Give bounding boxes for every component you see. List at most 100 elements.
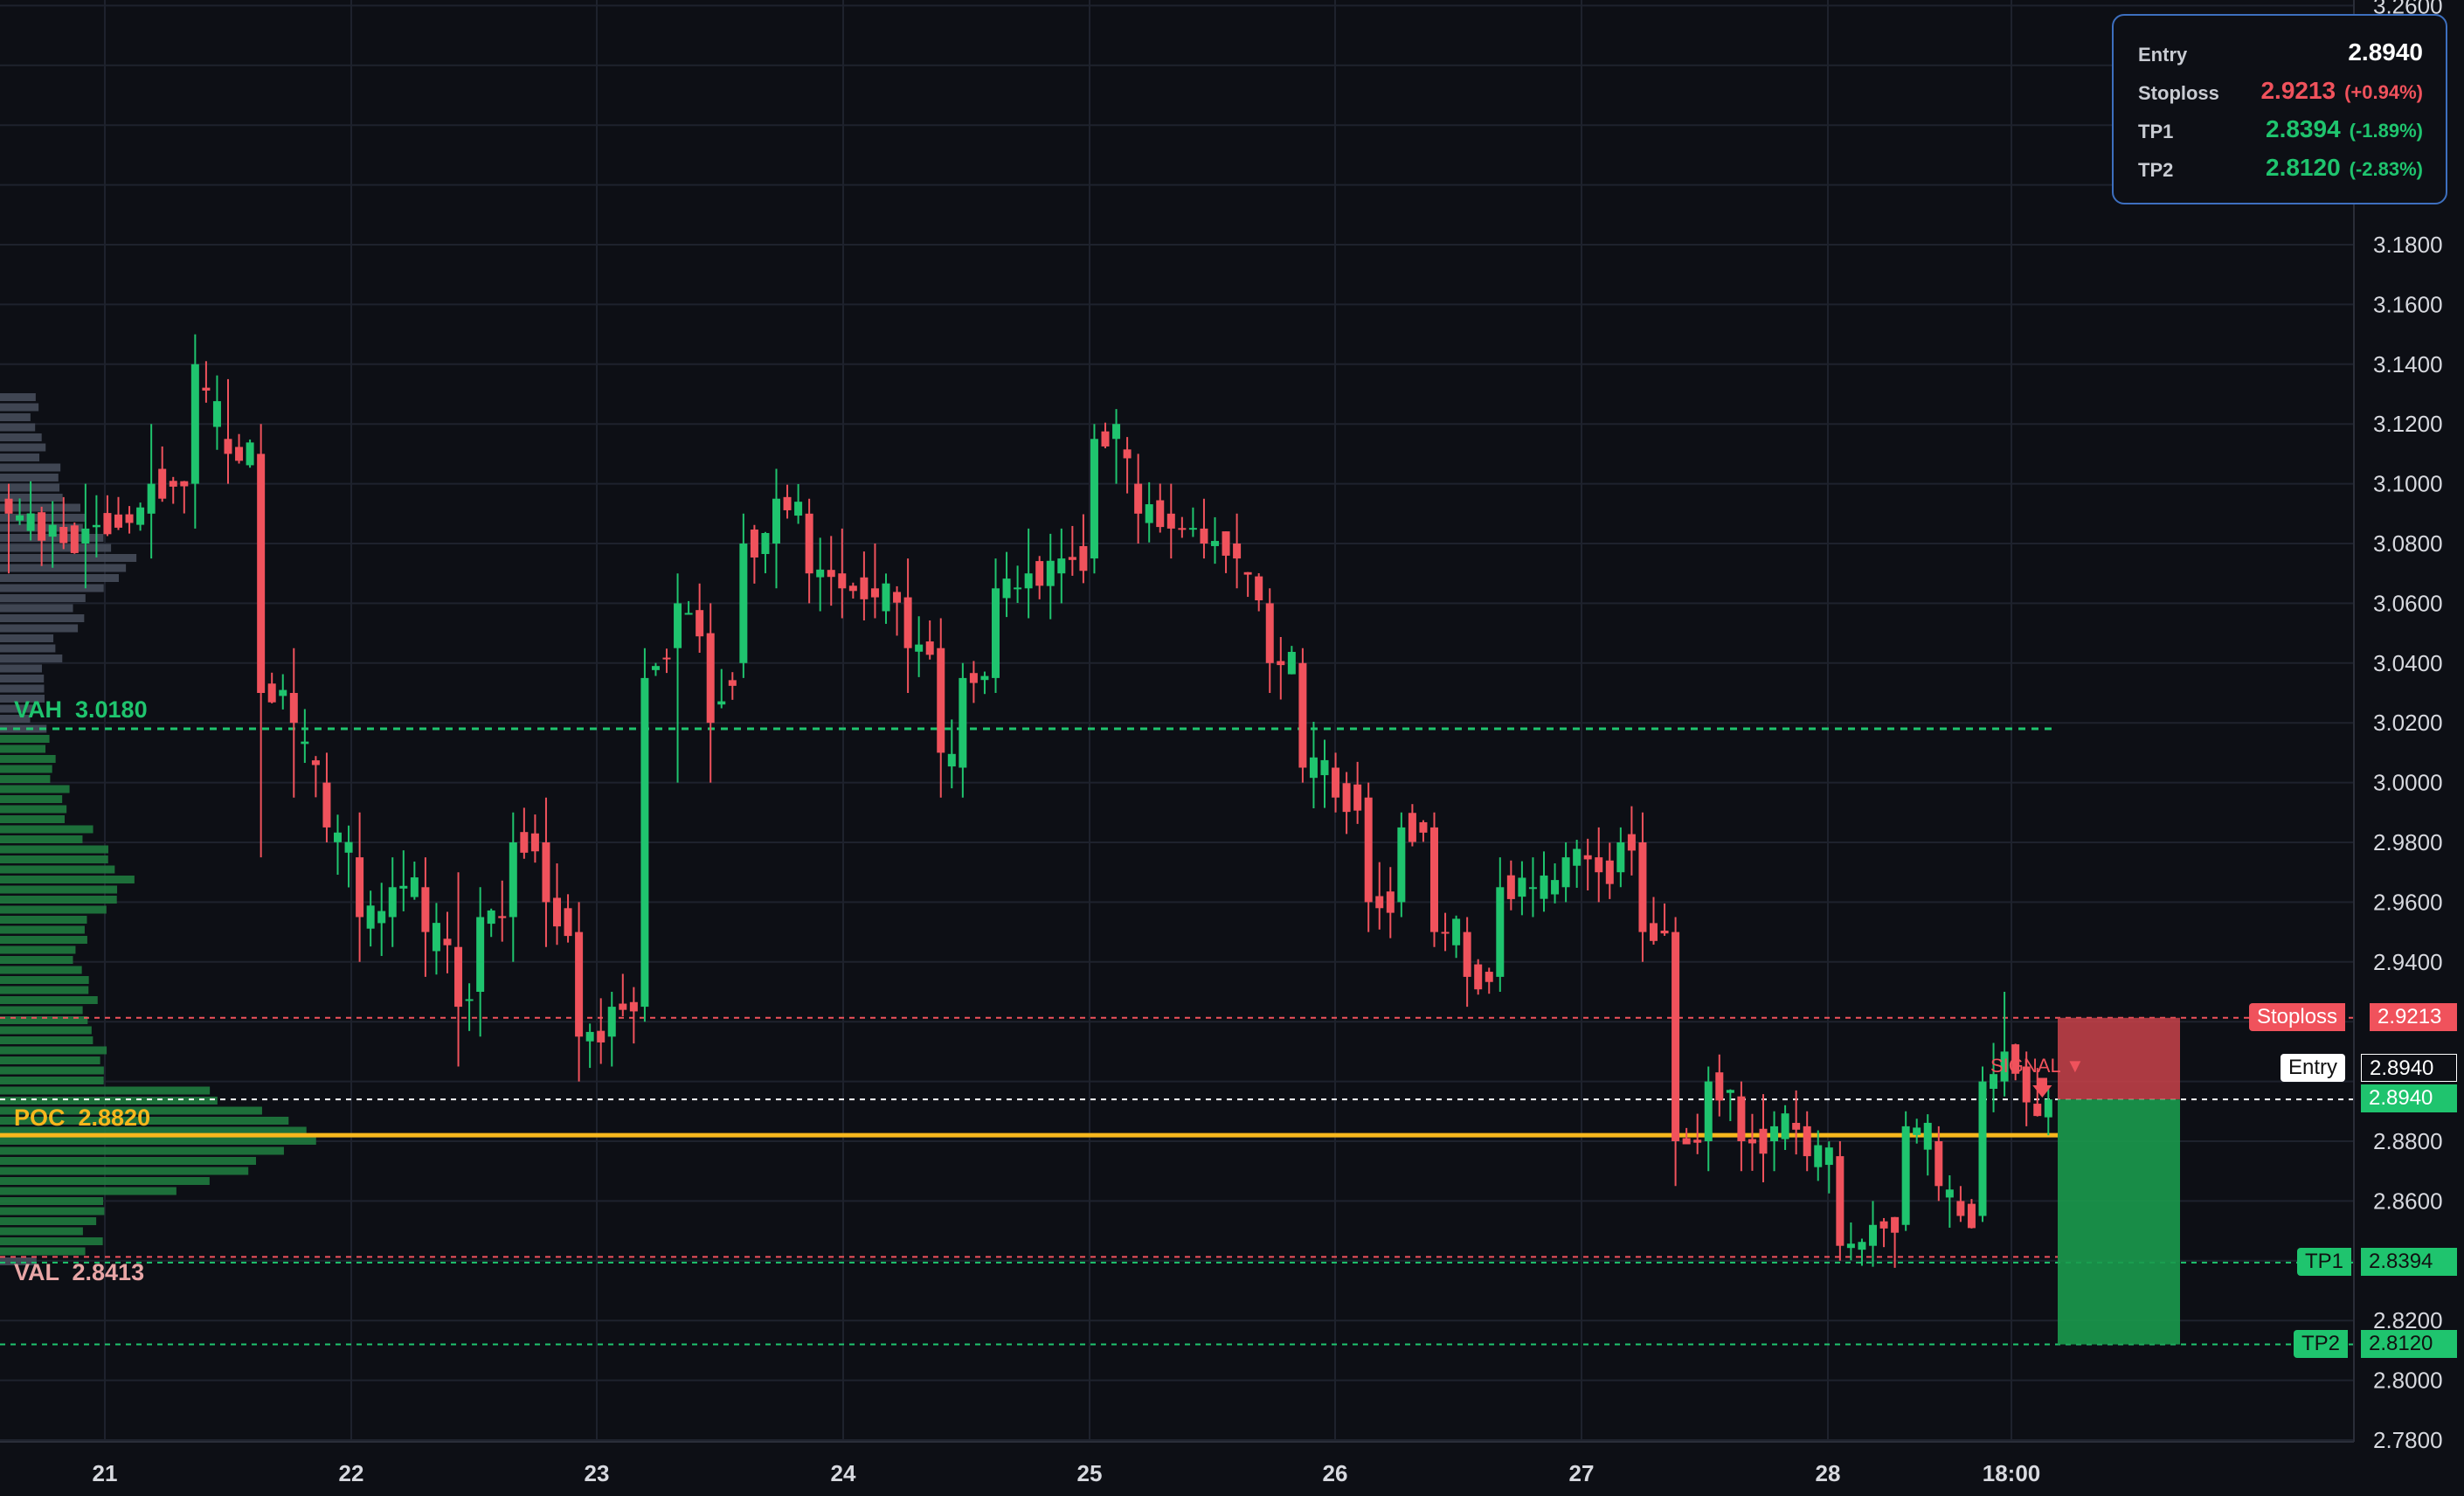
candle-body — [575, 932, 584, 1037]
profile-bar — [0, 564, 127, 572]
candle-body — [410, 877, 419, 897]
profile-bar — [0, 1237, 103, 1245]
candle-body — [674, 603, 682, 648]
vah-label: VAH 3.0180 — [14, 696, 148, 723]
profile-bar — [0, 775, 51, 783]
candle-body — [1178, 528, 1187, 530]
panel-tp1-label: TP1 — [2138, 121, 2174, 142]
panel-tp1-value: 2.8394 (-1.89%) — [2266, 115, 2423, 143]
candle-body — [805, 513, 813, 574]
price-tick-label: 2.8600 — [2373, 1188, 2443, 1214]
panel-stoploss-label: Stoploss — [2138, 82, 2219, 104]
candle-body — [1441, 932, 1450, 934]
candle-body — [553, 897, 561, 927]
candle-body — [827, 570, 835, 578]
candle-body — [2022, 1066, 2031, 1103]
entry-tag-value: 2.8940 — [2361, 1054, 2457, 1082]
candle-body — [1792, 1123, 1801, 1130]
profile-bar — [0, 1086, 211, 1095]
price-tick-label: 2.8800 — [2373, 1128, 2443, 1154]
candle-body — [1660, 931, 1669, 934]
panel-tp1-price: 2.8394 — [2266, 115, 2341, 142]
price-tick-label: 3.0400 — [2373, 650, 2443, 676]
profile-bar — [0, 996, 98, 1004]
candle-body — [1112, 424, 1121, 440]
candle-body — [1990, 1074, 1998, 1090]
tp2-tag-value: 2.8120 — [2361, 1330, 2457, 1358]
time-tick-label: 24 — [831, 1460, 856, 1486]
price-tick-label: 3.1200 — [2373, 411, 2443, 437]
profile-bar — [0, 483, 60, 492]
candle-body — [1222, 531, 1230, 556]
candle-body — [1035, 561, 1044, 586]
profile-bar — [0, 765, 52, 773]
candle-body — [1726, 1090, 1734, 1093]
profile-bar — [0, 1197, 104, 1205]
profile-bar — [0, 614, 85, 622]
candle-body — [224, 439, 232, 454]
chart-grid — [0, 0, 2354, 1443]
candle-body — [947, 753, 956, 767]
candle-body — [684, 613, 693, 615]
profile-bar — [0, 1177, 210, 1185]
candle-body — [629, 1001, 638, 1012]
profile-bar — [0, 805, 67, 814]
candle-body — [750, 529, 758, 558]
profile-bar — [0, 1106, 262, 1115]
candle-body — [103, 513, 112, 535]
candle-body — [1551, 880, 1560, 895]
candle-body — [542, 842, 550, 903]
candle-body — [1672, 932, 1680, 1141]
price-tick-label: 2.8000 — [2373, 1368, 2443, 1394]
profile-bar — [0, 966, 82, 974]
candle-body — [1298, 662, 1307, 768]
candle-body — [48, 524, 57, 537]
candle-body — [1156, 500, 1165, 528]
candle-body — [959, 677, 967, 768]
profile-bar — [0, 684, 45, 693]
candle-body — [377, 911, 386, 924]
candle-body — [1309, 757, 1318, 779]
candle-body — [289, 693, 298, 724]
profile-bar — [0, 1016, 88, 1024]
candle-body — [1057, 558, 1066, 574]
candle-body — [158, 468, 167, 499]
candle-body — [1595, 857, 1603, 873]
candle-body — [706, 633, 715, 724]
candle-body — [16, 515, 24, 521]
time-tick-label: 26 — [1323, 1460, 1348, 1486]
candle-body — [1079, 545, 1088, 571]
candle-body — [92, 524, 100, 528]
candle-body — [1682, 1138, 1691, 1145]
price-tick-label: 3.0000 — [2373, 770, 2443, 796]
profile-bar — [0, 1126, 307, 1135]
candle-body — [1891, 1216, 1900, 1233]
profile-bar — [0, 865, 115, 874]
candle-body — [311, 760, 320, 765]
profile-bar — [0, 675, 45, 682]
panel-tp2-price: 2.8120 — [2266, 154, 2341, 181]
candle-body — [772, 498, 780, 544]
candle-body — [1506, 875, 1515, 899]
candle-body — [235, 447, 244, 461]
profile-bar — [0, 1247, 86, 1256]
profile-bar — [0, 1207, 105, 1216]
panel-entry-label: Entry — [2138, 44, 2188, 66]
candle-body — [1737, 1096, 1746, 1141]
profile-bar — [0, 624, 79, 633]
profile-bar — [0, 735, 50, 743]
candle-body — [980, 675, 989, 681]
panel-tp2-row: TP2 2.8120 (-2.83%) — [2138, 154, 2423, 189]
candle-body — [202, 387, 211, 391]
candle-body — [739, 544, 748, 663]
candle-body — [969, 673, 978, 683]
panel-tp1-row: TP1 2.8394 (-1.89%) — [2138, 115, 2423, 150]
candle-body — [728, 680, 737, 686]
candle-body — [1583, 855, 1592, 860]
candle-body — [1255, 576, 1263, 600]
profile-bar — [0, 916, 87, 924]
time-axis-ticks: 21 22 23 24 25 26 27 28 18:00 — [93, 1460, 2041, 1486]
candle-body — [4, 498, 13, 514]
profile-bar — [0, 1117, 289, 1125]
